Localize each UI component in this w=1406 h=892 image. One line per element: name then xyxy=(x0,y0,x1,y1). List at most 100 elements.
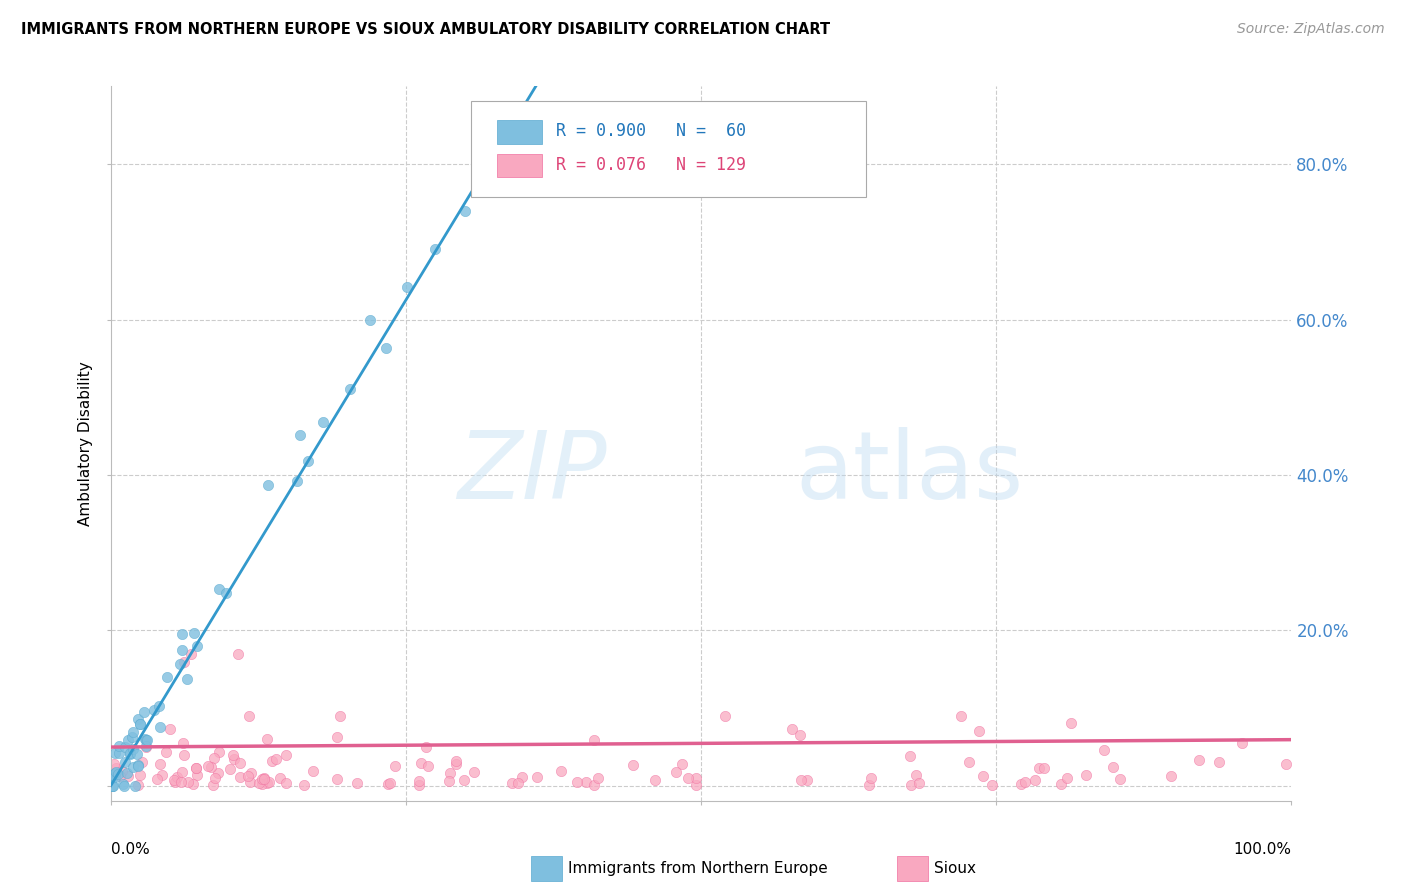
Point xyxy=(173,655,195,669)
Point xyxy=(858,778,880,792)
Text: Immigrants from Northern Europe: Immigrants from Northern Europe xyxy=(568,862,828,876)
Point xyxy=(104,765,127,780)
Point xyxy=(257,775,280,789)
Point xyxy=(1275,756,1298,771)
Point xyxy=(170,775,193,789)
Point xyxy=(790,772,813,787)
Point xyxy=(980,778,1002,792)
Text: atlas: atlas xyxy=(796,426,1024,518)
Point xyxy=(714,709,737,723)
Point xyxy=(107,746,129,760)
Point xyxy=(159,722,181,736)
Point xyxy=(135,739,157,754)
Point xyxy=(122,725,145,739)
Point xyxy=(108,739,131,754)
Point xyxy=(859,771,882,785)
Point xyxy=(415,740,437,755)
Point xyxy=(311,415,333,429)
Point xyxy=(950,709,973,723)
Point xyxy=(260,754,283,768)
Point xyxy=(104,746,127,760)
Point xyxy=(197,759,219,773)
Point xyxy=(621,757,644,772)
Point xyxy=(118,747,141,762)
Point xyxy=(204,771,226,785)
Point xyxy=(156,670,179,684)
Point xyxy=(972,769,994,783)
Point xyxy=(103,756,125,771)
Point xyxy=(685,778,707,792)
Point xyxy=(1092,743,1115,757)
Point xyxy=(222,747,245,762)
Point xyxy=(170,765,193,780)
Point xyxy=(149,756,172,771)
Point xyxy=(127,778,149,792)
Point xyxy=(218,762,240,776)
Point xyxy=(359,312,381,326)
Point xyxy=(439,774,461,789)
Point xyxy=(127,759,149,773)
Text: Source: ZipAtlas.com: Source: ZipAtlas.com xyxy=(1237,22,1385,37)
Point xyxy=(104,770,127,784)
Point xyxy=(101,779,124,793)
Point xyxy=(378,775,401,789)
Text: R = 0.900   N =  60: R = 0.900 N = 60 xyxy=(555,122,745,140)
Point xyxy=(117,732,139,747)
Point xyxy=(1160,769,1182,783)
Text: R = 0.076   N = 129: R = 0.076 N = 129 xyxy=(555,156,745,174)
Point xyxy=(780,722,803,736)
Text: IMMIGRANTS FROM NORTHERN EUROPE VS SIOUX AMBULATORY DISABILITY CORRELATION CHART: IMMIGRANTS FROM NORTHERN EUROPE VS SIOUX… xyxy=(21,22,830,37)
Point xyxy=(162,772,184,787)
Point xyxy=(107,766,129,780)
Point xyxy=(1010,777,1032,791)
Point xyxy=(146,772,169,786)
Point xyxy=(1024,772,1046,787)
Point xyxy=(108,769,131,783)
Point xyxy=(226,647,249,661)
Point xyxy=(377,777,399,791)
Point xyxy=(112,779,135,793)
Text: ZIP: ZIP xyxy=(457,427,606,518)
Point xyxy=(186,639,208,653)
Point xyxy=(128,768,150,782)
Point xyxy=(127,747,149,762)
Point xyxy=(122,742,145,756)
Point xyxy=(111,776,134,790)
Point xyxy=(129,716,152,731)
Text: 0.0%: 0.0% xyxy=(111,842,149,856)
Point xyxy=(671,756,693,771)
Point xyxy=(186,768,208,782)
Point xyxy=(374,341,396,355)
Point xyxy=(510,770,533,784)
Point xyxy=(101,779,124,793)
Point xyxy=(453,773,475,788)
Point xyxy=(582,733,605,747)
Point xyxy=(215,585,238,599)
Point xyxy=(184,761,207,775)
Point xyxy=(339,383,361,397)
Point xyxy=(1028,761,1050,775)
Point xyxy=(229,756,252,770)
Point xyxy=(1049,777,1071,791)
Point xyxy=(444,756,467,771)
Point xyxy=(202,778,225,792)
Point xyxy=(150,768,173,782)
Point xyxy=(172,735,194,749)
Point xyxy=(229,770,252,784)
Point xyxy=(904,767,927,781)
Point xyxy=(132,705,155,719)
Text: 100.0%: 100.0% xyxy=(1233,842,1292,856)
Point xyxy=(200,760,222,774)
Point xyxy=(114,739,136,754)
Point xyxy=(180,647,202,661)
Point xyxy=(586,771,609,785)
Point xyxy=(676,771,699,785)
Point xyxy=(409,756,432,770)
Bar xyxy=(496,153,541,178)
Point xyxy=(565,775,588,789)
Point xyxy=(1230,736,1253,750)
Point xyxy=(117,768,139,782)
Point xyxy=(444,755,467,769)
Point xyxy=(186,761,208,775)
Point xyxy=(685,771,707,785)
